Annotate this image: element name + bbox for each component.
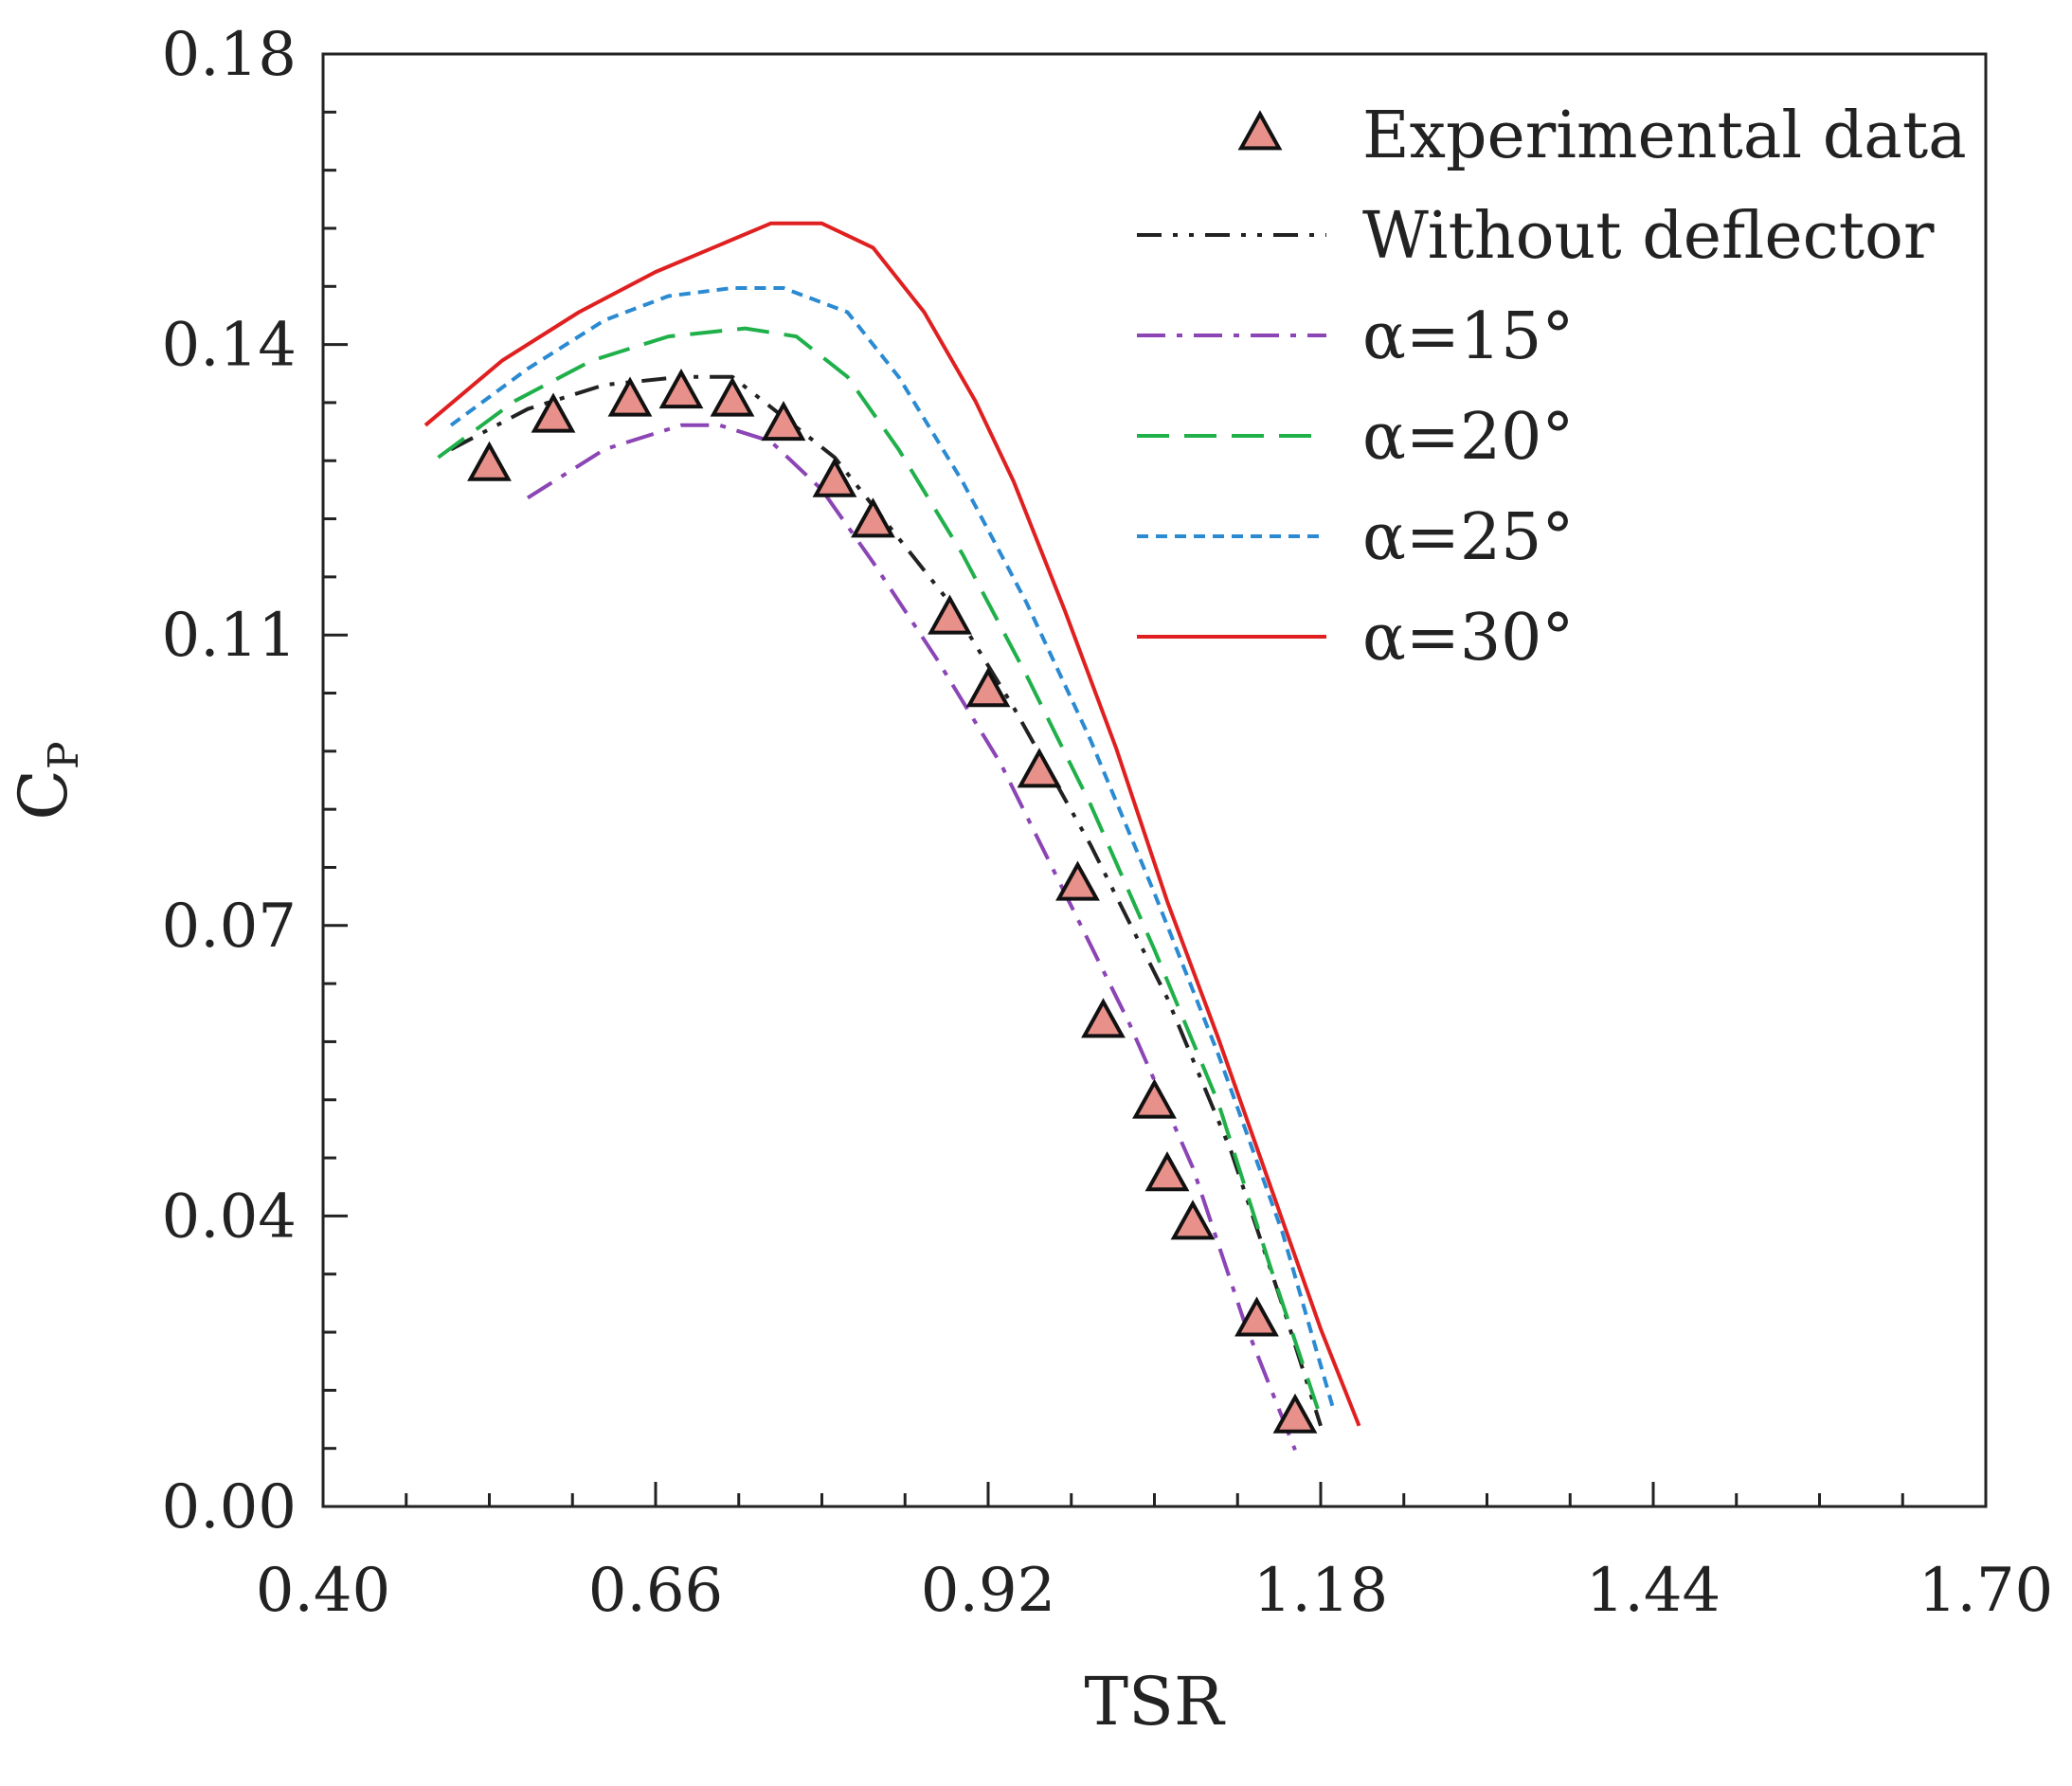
- experimental-point: [467, 441, 512, 481]
- experimental-point: [710, 376, 755, 417]
- legend-label: Without deflector: [1362, 199, 1935, 274]
- experimental-point: [761, 401, 806, 442]
- series-line-4: [449, 286, 1336, 1411]
- legend: Experimental data Without deflector α=15° α…: [1137, 99, 1967, 676]
- legend-item: α=15°: [1137, 299, 1574, 374]
- experimental-point: [965, 667, 1011, 708]
- y-tick-label: 0.00: [162, 1472, 297, 1542]
- legend-item: α=25°: [1137, 500, 1574, 575]
- experimental-point: [928, 594, 972, 635]
- legend-item: α=30°: [1137, 601, 1574, 676]
- legend-label: α=30°: [1362, 601, 1574, 676]
- x-tick-label: 0.66: [588, 1556, 724, 1626]
- y-axis-title-main: C: [5, 769, 82, 821]
- x-tick-label: 1.44: [1586, 1556, 1721, 1626]
- x-axis-title: TSR: [1084, 1663, 1226, 1741]
- experimental-point: [1132, 1078, 1177, 1119]
- experimental-point: [1272, 1393, 1318, 1434]
- legend-item: Experimental data: [1237, 99, 1967, 173]
- experimental-point: [851, 497, 895, 538]
- experimental-point: [1170, 1200, 1216, 1240]
- legend-label: α=25°: [1362, 500, 1574, 575]
- experimental-point: [531, 392, 576, 433]
- legend-label: Experimental data: [1362, 99, 1967, 173]
- experimental-point: [1055, 860, 1100, 901]
- y-tick-label: 0.14: [162, 311, 297, 381]
- experimental-point: [1081, 998, 1126, 1038]
- x-tick-label: 1.70: [1919, 1556, 2054, 1626]
- experimental-point: [658, 368, 704, 409]
- legend-item: Without deflector: [1137, 199, 1935, 274]
- series-line-5: [423, 221, 1361, 1427]
- legend-label: α=20°: [1362, 400, 1574, 475]
- y-axis-title: CP: [5, 741, 88, 820]
- x-tick-label: 1.18: [1253, 1556, 1389, 1626]
- axis-ticks: [321, 52, 1988, 1508]
- y-tick-label: 0.18: [162, 20, 297, 90]
- y-tick-label: 0.11: [162, 601, 297, 671]
- x-tick-label: 0.40: [256, 1556, 391, 1626]
- experimental-point: [1017, 748, 1062, 788]
- y-tick-label: 0.07: [162, 892, 297, 962]
- legend-item: α=20°: [1137, 400, 1574, 475]
- legend-label: α=15°: [1362, 299, 1574, 374]
- y-tick-label: 0.04: [162, 1182, 297, 1252]
- legend-marker: [1237, 110, 1283, 151]
- series-line-3: [437, 326, 1323, 1418]
- axis-tick-labels: 0.40 0.66 0.92 1.18 1.44 1.70 0.00 0.04 0.07 0.11…: [162, 20, 2054, 1626]
- y-axis-title-sub: P: [40, 741, 88, 769]
- series-layer: [423, 221, 1361, 1452]
- series-line-2: [526, 423, 1297, 1452]
- experimental-point: [1234, 1296, 1279, 1337]
- experimental-point: [607, 376, 653, 417]
- experimental-point: [812, 457, 857, 497]
- experimental-point: [1144, 1151, 1190, 1192]
- x-tick-label: 0.92: [921, 1556, 1056, 1626]
